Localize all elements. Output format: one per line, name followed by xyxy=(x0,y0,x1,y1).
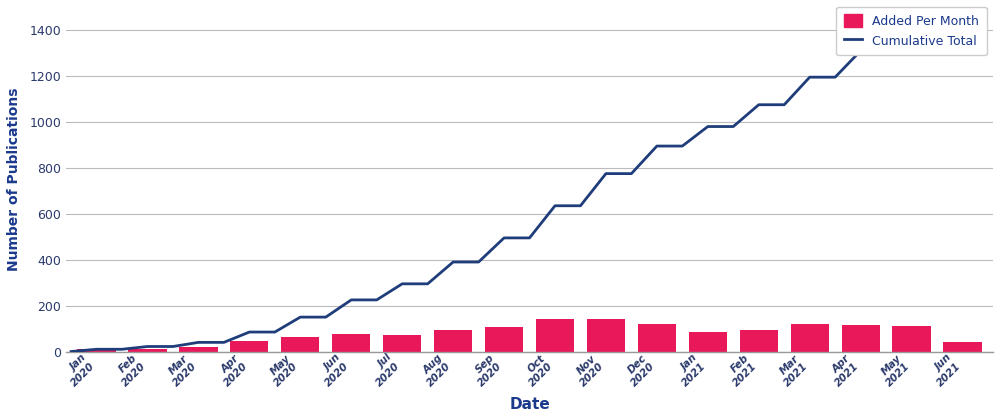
Y-axis label: Number of Publications: Number of Publications xyxy=(7,88,21,271)
Bar xyxy=(587,319,625,352)
Bar xyxy=(791,324,829,352)
Bar xyxy=(281,336,319,352)
X-axis label: Date: Date xyxy=(509,397,550,412)
Bar xyxy=(77,349,116,352)
Bar xyxy=(434,330,472,352)
Bar xyxy=(485,327,523,352)
Legend: Added Per Month, Cumulative Total: Added Per Month, Cumulative Total xyxy=(836,7,987,55)
Bar xyxy=(638,324,676,352)
Bar xyxy=(892,326,931,352)
Bar xyxy=(842,325,880,352)
Bar xyxy=(383,336,421,352)
Bar xyxy=(943,342,982,352)
Bar xyxy=(536,319,574,352)
Bar xyxy=(740,330,778,352)
Bar xyxy=(128,349,167,352)
Bar xyxy=(179,347,218,352)
Bar xyxy=(689,332,727,352)
Bar xyxy=(230,341,268,352)
Bar xyxy=(332,334,370,352)
